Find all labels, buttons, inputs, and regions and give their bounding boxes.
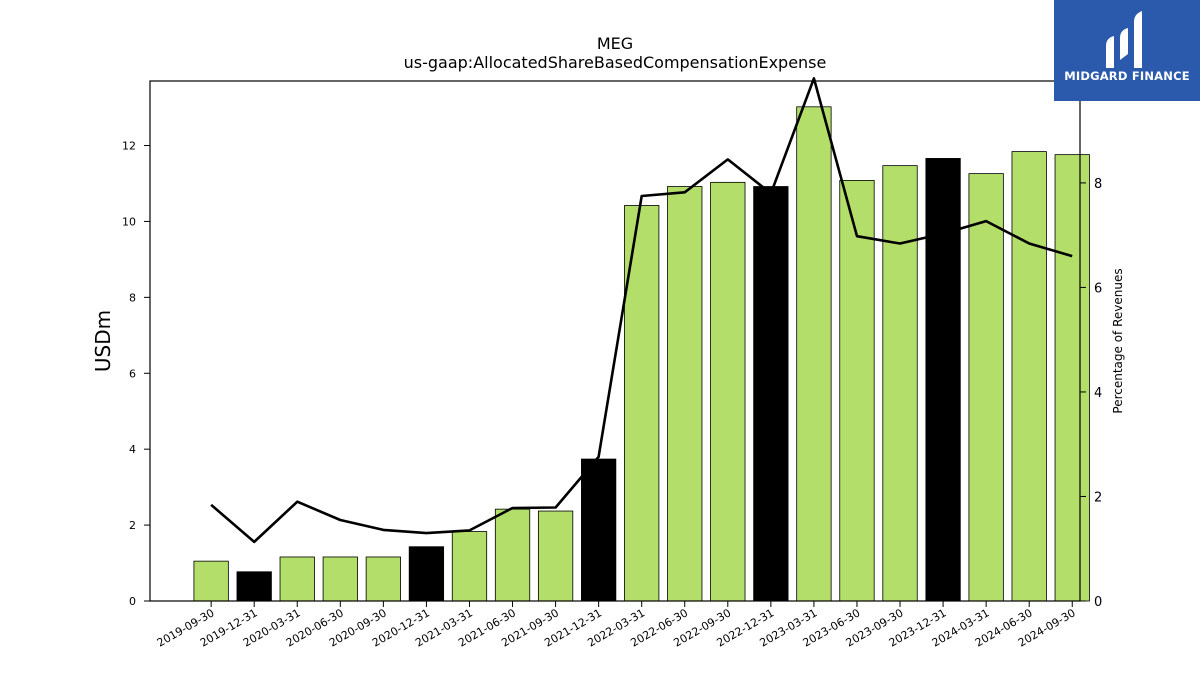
percentage-line xyxy=(210,77,1073,544)
bar xyxy=(925,158,961,602)
bar xyxy=(322,556,358,602)
bar xyxy=(193,560,229,602)
logo-text: MIDGARD FINANCE xyxy=(1064,69,1190,83)
bar xyxy=(753,186,789,602)
y-tick-label: 4 xyxy=(129,443,136,456)
bar xyxy=(1011,151,1047,602)
bar xyxy=(451,531,488,602)
bar-series xyxy=(193,106,1090,602)
y2-tick-label: 6 xyxy=(1094,281,1102,296)
bar xyxy=(279,556,315,602)
bar xyxy=(796,106,832,602)
y2-tick-label: 2 xyxy=(1094,490,1102,505)
logo: MIDGARD FINANCE xyxy=(1054,0,1200,101)
y2-tick-label: 8 xyxy=(1094,177,1102,192)
y-tick-label: 10 xyxy=(122,215,136,228)
bar xyxy=(537,510,574,602)
y2-tick-label: 0 xyxy=(1094,595,1102,610)
y2-axis-label: Percentage of Revenues xyxy=(1111,268,1125,413)
y-tick-label: 2 xyxy=(129,519,136,532)
bar xyxy=(236,571,272,602)
y-tick-label: 6 xyxy=(129,367,136,380)
bar xyxy=(1054,154,1090,602)
bar xyxy=(710,181,746,602)
bar xyxy=(365,556,401,602)
bar xyxy=(839,180,875,602)
bar xyxy=(667,186,703,602)
y-tick-label: 12 xyxy=(122,140,136,153)
chart-subtitle: us-gaap:AllocatedShareBasedCompensationE… xyxy=(404,53,827,72)
bar xyxy=(968,173,1004,602)
bar xyxy=(494,508,531,602)
chart-title: MEG xyxy=(597,34,633,53)
logo-mark-icon xyxy=(1106,11,1142,68)
line-series xyxy=(210,77,1073,544)
bar xyxy=(882,165,918,602)
y-tick-label: 0 xyxy=(129,595,136,608)
y-tick-label: 8 xyxy=(129,291,136,304)
y-axis-label: USDm xyxy=(91,310,115,372)
bar xyxy=(581,458,617,602)
y2-tick-label: 4 xyxy=(1094,386,1102,401)
bar xyxy=(408,546,445,602)
plot-frame xyxy=(149,80,1081,602)
